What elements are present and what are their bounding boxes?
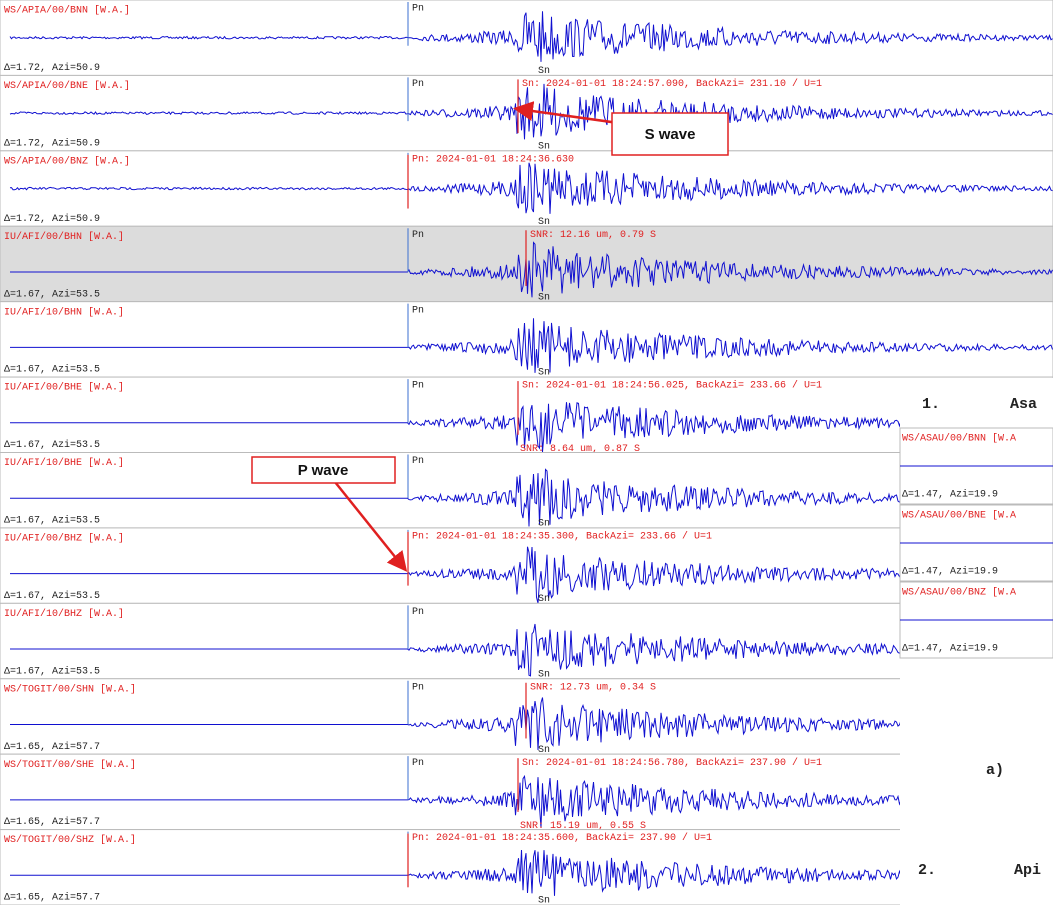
phase-s-label: Sn: [538, 745, 550, 756]
inset-station: WS/ASAU/00/BNE [W.A: [902, 510, 1016, 522]
waveform: [10, 623, 1053, 677]
distance-azimuth: Δ=1.67, Azi=53.5: [4, 515, 100, 527]
distance-azimuth: Δ=1.67, Azi=53.5: [4, 288, 100, 300]
trace-background: [0, 0, 1053, 76]
phase-p-label: Pn: [412, 607, 424, 618]
trace-background: [0, 376, 1053, 454]
phase-s-label: Sn: [538, 669, 550, 680]
waveform: [9, 11, 1053, 62]
snr-label: SNR: 15.19 um, 0.55 S: [520, 821, 646, 832]
distance-azimuth: Δ=1.65, Azi=57.7: [4, 741, 100, 753]
inset-heading-text: Asa: [1010, 396, 1037, 413]
station-label: IU/AFI/00/BHN [W.A.]: [4, 231, 124, 243]
waveform: [10, 468, 1053, 527]
phase-p-label: Pn: [412, 758, 424, 769]
inset-distance: Δ=1.47, Azi=19.9: [902, 643, 998, 655]
waveform: [10, 318, 1053, 373]
inset-heading-text: Api: [1014, 862, 1041, 879]
snr-label: SNR: 12.73 um, 0.34 S: [530, 682, 656, 693]
phase-s-label: Sn: [538, 217, 550, 228]
phase-s-label: Sn: [538, 519, 550, 530]
waveform: [10, 546, 1053, 604]
waveform: [10, 849, 1053, 896]
phase-s-label: Sn: [538, 368, 550, 379]
inset-distance: Δ=1.47, Azi=19.9: [902, 489, 998, 501]
distance-azimuth: Δ=1.65, Azi=57.7: [4, 816, 100, 828]
phase-p-label: Pn: [412, 305, 424, 316]
phase-s-label: Sn: [538, 594, 550, 605]
distance-azimuth: Δ=1.65, Azi=57.7: [4, 892, 100, 904]
phase-s-label: Sn: [538, 896, 550, 905]
distance-azimuth: Δ=1.72, Azi=50.9: [4, 62, 100, 74]
waveform: [10, 402, 1053, 453]
distance-azimuth: Δ=1.72, Azi=50.9: [4, 213, 100, 225]
trace-background: [0, 150, 1053, 227]
phase-p-label: Pn: [412, 79, 424, 90]
snr-label: SNR: 12.16 um, 0.79 S: [530, 230, 656, 241]
pick-label: Sn: 2024-01-01 18:24:56.025, BackAzi= 23…: [522, 380, 822, 392]
phase-p-label: Pn: [412, 4, 424, 15]
panel-label: a): [986, 762, 1004, 779]
trace-background: [0, 452, 1053, 529]
phase-p-label: Pn: [412, 381, 424, 392]
trace-background: [0, 753, 1053, 831]
waveform: [9, 162, 1053, 214]
pick-label: Pn: 2024-01-01 18:24:35.300, BackAzi= 23…: [412, 531, 712, 543]
station-label: WS/TOGIT/00/SHN [W.A.]: [4, 683, 136, 695]
waveform: [10, 697, 1053, 751]
station-label: IU/AFI/10/BHE [W.A.]: [4, 457, 124, 469]
phase-s-label: Sn: [538, 66, 550, 77]
phase-p-label: Pn: [412, 682, 424, 693]
inset-distance: Δ=1.47, Azi=19.9: [902, 566, 998, 578]
distance-azimuth: Δ=1.72, Azi=50.9: [4, 137, 100, 149]
s-wave-label: S wave: [645, 126, 696, 143]
station-label: IU/AFI/10/BHN [W.A.]: [4, 306, 124, 318]
snr-label: SNR: 8.64 um, 0.87 S: [520, 444, 640, 455]
station-label: WS/APIA/00/BNN [W.A.]: [4, 5, 130, 17]
station-label: WS/TOGIT/00/SHZ [W.A.]: [4, 834, 136, 846]
p-wave-arrow: [334, 481, 408, 572]
distance-azimuth: Δ=1.67, Azi=53.5: [4, 439, 100, 451]
pick-label: Sn: 2024-01-01 18:24:56.780, BackAzi= 23…: [522, 757, 822, 769]
station-label: IU/AFI/00/BHE [W.A.]: [4, 382, 124, 394]
station-label: WS/APIA/00/BNZ [W.A.]: [4, 155, 130, 167]
s-wave-box: [611, 112, 729, 156]
inset-heading-number: 2.: [918, 862, 936, 879]
phase-s-label: Sn: [538, 292, 550, 303]
station-label: WS/TOGIT/00/SHE [W.A.]: [4, 759, 136, 771]
p-wave-label: P wave: [298, 462, 349, 479]
inset-heading-number: 1.: [922, 396, 940, 413]
station-label: WS/APIA/00/BNE [W.A.]: [4, 80, 130, 92]
waveform: [10, 774, 1053, 828]
phase-p-label: Pn: [412, 456, 424, 467]
trace-background: [0, 301, 1053, 378]
pick-label: Pn: 2024-01-01 18:24:35.600, BackAzi= 23…: [412, 832, 712, 844]
distance-azimuth: Δ=1.67, Azi=53.5: [4, 665, 100, 677]
distance-azimuth: Δ=1.67, Azi=53.5: [4, 590, 100, 602]
pick-label: Sn: 2024-01-01 18:24:57.090, BackAzi= 23…: [522, 78, 822, 90]
phase-s-label: Sn: [538, 141, 550, 152]
station-label: IU/AFI/10/BHZ [W.A.]: [4, 608, 124, 620]
inset-station: WS/ASAU/00/BNZ [W.A: [902, 587, 1016, 599]
station-label: IU/AFI/00/BHZ [W.A.]: [4, 533, 124, 545]
distance-azimuth: Δ=1.67, Azi=53.5: [4, 364, 100, 376]
phase-p-label: Pn: [412, 230, 424, 241]
p-wave-box: [251, 456, 396, 484]
inset-station: WS/ASAU/00/BNN [W.A: [902, 433, 1016, 445]
waveform: [10, 241, 1053, 298]
pick-label: Pn: 2024-01-01 18:24:36.630: [412, 154, 574, 165]
